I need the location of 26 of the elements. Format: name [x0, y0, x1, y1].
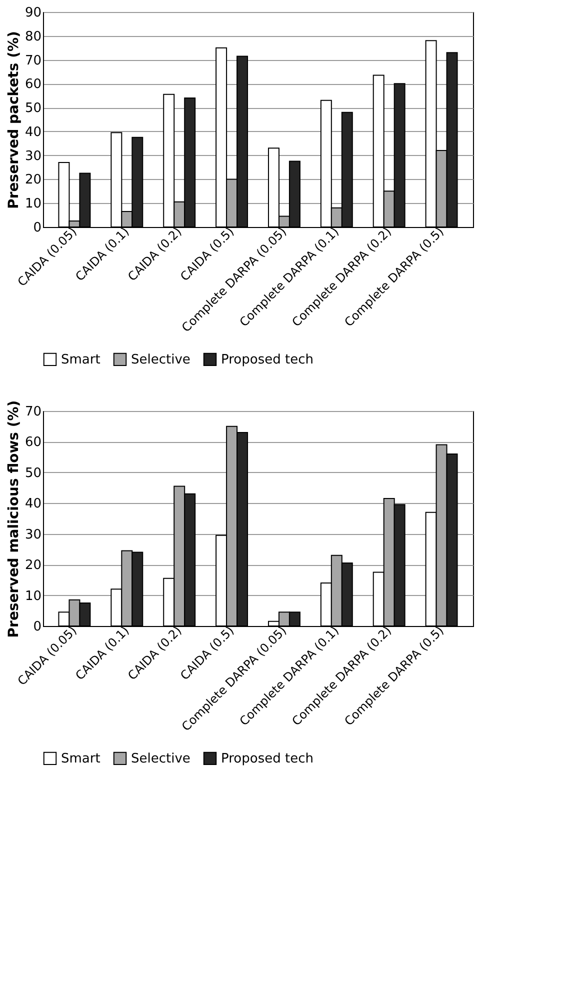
y-tick-label: 20 — [24, 558, 42, 574]
legend-label: Smart — [61, 352, 100, 368]
legend-label: Selective — [131, 751, 190, 766]
legend-label: Smart — [61, 751, 100, 766]
y-tick-label: 10 — [24, 196, 42, 212]
y-axis-title: Preserved malicious flows (%) — [6, 400, 22, 638]
y-tick-label: 50 — [24, 101, 42, 116]
legend-label: Selective — [131, 352, 190, 368]
y-tick-label: 10 — [24, 588, 42, 604]
y-tick-label: 80 — [24, 29, 42, 44]
y-tick-label: 0 — [33, 220, 42, 236]
y-tick-label: 30 — [24, 148, 42, 164]
y-tick-label: 70 — [24, 404, 42, 420]
y-tick-label: 60 — [24, 435, 42, 450]
y-axis-title: Preserved packets (%) — [6, 31, 22, 209]
legend-label: Proposed tech — [221, 352, 314, 368]
legend-label: Proposed tech — [221, 751, 314, 766]
y-tick-label: 0 — [33, 620, 42, 634]
y-tick-label: 60 — [24, 77, 42, 92]
y-tick-label: 40 — [24, 496, 42, 512]
y-tick-label: 90 — [24, 6, 42, 20]
y-tick-label: 30 — [24, 527, 42, 542]
y-tick-label: 50 — [24, 466, 42, 481]
y-tick-label: 40 — [24, 124, 42, 140]
y-tick-label: 20 — [24, 172, 42, 188]
y-tick-label: 70 — [24, 53, 42, 68]
